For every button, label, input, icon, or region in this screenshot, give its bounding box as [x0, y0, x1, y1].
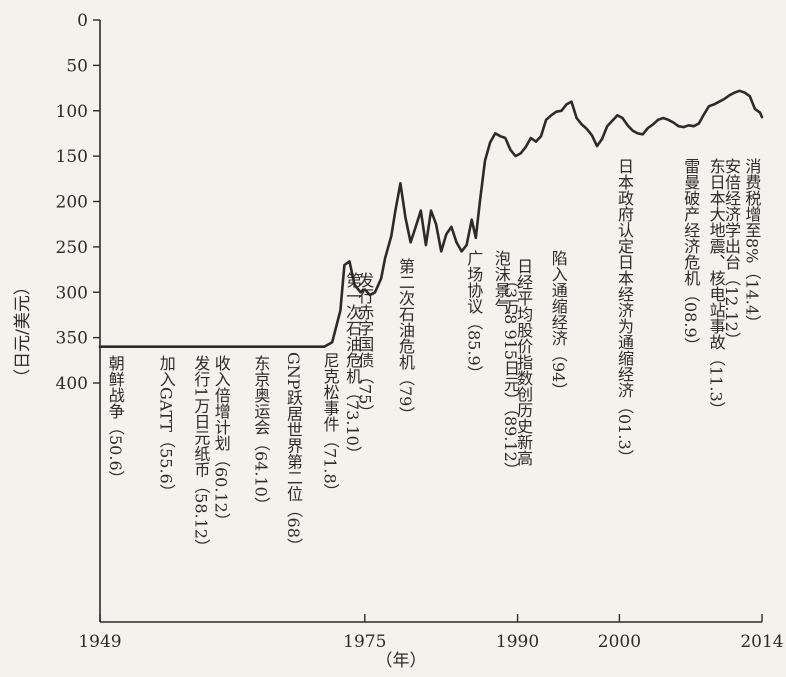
y-axis-title: （日元/美元）: [13, 278, 33, 386]
x-tick-label: 1975: [343, 632, 386, 652]
x-tick-label: 1990: [496, 632, 539, 652]
event-annotation: 陷入通缩经济（94）: [549, 250, 568, 398]
event-annotation: 雷曼破产经济危机（08.9）: [681, 158, 700, 354]
event-annotation: 广场协议（85.9）: [464, 250, 483, 382]
event-annotation: 朝鲜战争（50.6）: [106, 355, 125, 487]
y-tick-label: 400: [56, 374, 88, 394]
y-tick-label: 100: [56, 102, 88, 122]
event-annotation: 发行赤字国债（75）: [355, 272, 374, 420]
event-annotation: 尼克松事件（71.8）: [321, 352, 340, 500]
event-annotation: 东日本大地震、核电站事故（11.3）: [707, 158, 726, 418]
event-annotation: 收入倍增计划（60.12）: [212, 355, 231, 529]
event-annotation: 东京奥运会（64.10）: [251, 355, 270, 513]
event-annotation: （3万8 915日元）（89.12）: [501, 272, 520, 478]
event-annotation: 泡沫景气: [492, 250, 511, 314]
axes: [99, 20, 762, 623]
y-tick-label: 250: [56, 238, 88, 258]
event-annotation: 发行1万日元纸币（58.12）: [191, 355, 210, 555]
y-tick-label: 50: [66, 56, 88, 76]
y-tick-label: 150: [56, 147, 88, 167]
y-tick-label: 350: [56, 329, 88, 349]
x-axis-ticks: 1949 1975 1990 2000 2014: [78, 614, 784, 652]
event-annotation: GNP跃居世界第二位（68）: [284, 352, 303, 554]
x-tick-label: 2014: [740, 632, 783, 652]
event-annotation: 加入GATT（55.6）: [157, 355, 176, 500]
event-annotation: 日经平均股价指数创历史新高: [514, 258, 533, 466]
event-annotation: 消费税增至8%（14.4）: [742, 158, 761, 331]
event-annotation: 日本政府认定日本经济为通缩经济（01.3）: [615, 158, 634, 466]
y-tick-label: 0: [77, 11, 88, 31]
y-axis-ticks: 0 50 100 150 200 250 300 350 400: [56, 11, 100, 394]
event-annotations: 朝鲜战争（50.6） 加入GATT（55.6） 发行1万日元纸币（58.12） 收入倍…: [106, 158, 762, 555]
x-tick-label: 1949: [78, 632, 121, 652]
x-axis-title: （年）: [376, 651, 427, 671]
x-tick-label: 2000: [598, 632, 641, 652]
exchange-rate-line: [98, 89, 764, 348]
y-tick-label: 200: [56, 193, 88, 213]
event-annotation: 安倍经济学出台（12.12）: [722, 158, 741, 348]
event-annotation: 第二次石油危机（79）: [396, 258, 415, 422]
y-tick-label: 300: [56, 283, 88, 303]
event-annotation: 第一次石油危机（73.10）: [343, 272, 362, 462]
